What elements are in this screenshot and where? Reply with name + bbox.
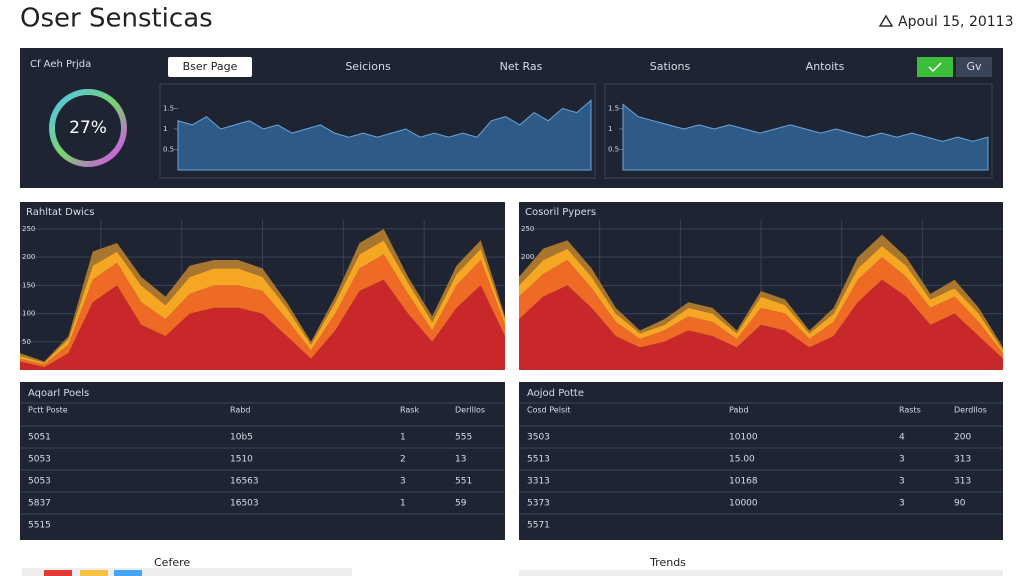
stacked-area [519,245,1003,354]
y-tick-label: 200 [22,253,35,261]
table-panel [519,382,1003,540]
table-cell: 3313 [527,477,550,487]
date-icon [878,14,894,27]
table-cell: 90 [954,499,966,509]
donut-label: 27% [69,118,107,138]
table-title: Aqoarl Poels [28,388,89,399]
stacked-area [20,279,505,370]
table-header: Derdllos [954,406,987,415]
table-cell: 5051 [28,433,51,443]
mini-area [177,99,592,171]
table-cell: 2 [400,455,406,465]
tab: Seicions [345,60,391,73]
button[interactable] [956,57,992,77]
tab: Sations [650,60,691,73]
mini-chart-frame [604,83,993,179]
footer-icon [80,570,108,576]
table-cell: 10100 [729,433,758,443]
table-cell: 10168 [729,477,758,487]
table-cell: 3 [899,455,905,465]
table-cell: 10000 [729,499,758,509]
check-button[interactable] [917,57,953,77]
table-title: Aojod Potte [527,388,584,399]
footer-label: Cefere [154,556,190,569]
footer-icon [114,570,142,576]
table-header: Cosd Pelsit [527,406,570,415]
y-tick-label: 150 [22,281,35,289]
mini-area [622,103,989,171]
mini-chart-frame [159,83,596,179]
footer-bar [519,570,1003,576]
y-tick-label: 0.5 [163,146,174,154]
table-cell: 5513 [527,455,550,465]
y-tick-label: 1 [608,125,612,133]
y-tick-label: 200 [521,253,534,261]
table-header: Rask [400,406,419,415]
date: Apoul 15, 20113 [898,14,1014,30]
y-tick-label: 1 [163,125,167,133]
table-cell: 4 [899,433,905,443]
table-cell: 10b5 [230,433,253,443]
footer-icon [44,570,72,576]
y-tick-label: 1.5 [608,105,619,113]
chart-title: Cosoril Pypers [525,207,596,218]
table-cell: 1 [400,433,406,443]
tab-active[interactable] [168,57,252,77]
y-tick-label: 0.5 [608,146,619,154]
table-cell: 1 [400,499,406,509]
tab: Net Ras [500,60,543,73]
table-cell: 200 [954,433,971,443]
panel-label: Cf Aeh Prjda [30,59,91,70]
stacked-area [519,234,1003,351]
y-tick-label: 50 [22,338,31,346]
table-cell: 1510 [230,455,253,465]
table-header: Rabd [230,406,250,415]
page-title: Oser Sensticas [20,4,213,34]
check-icon [928,62,942,73]
table-header: Derlllos [455,406,485,415]
donut [49,89,127,167]
table-cell: 551 [455,477,472,487]
table-cell: 5515 [28,521,51,531]
table-cell: 3 [899,477,905,487]
table-cell: 3503 [527,433,550,443]
y-tick-label: 1.5 [163,105,174,113]
footer-bar [22,568,352,576]
table-cell: 5053 [28,455,51,465]
table-cell: 313 [954,455,971,465]
stacked-area [519,257,1003,359]
button-label: Gv [966,60,982,73]
table-cell: 16563 [230,477,259,487]
table-cell: 15.00 [729,455,755,465]
table-cell: 3 [899,499,905,509]
table-cell: 5053 [28,477,51,487]
y-tick-label: 250 [22,225,35,233]
footer-label: Trends [649,556,686,569]
table-panel [20,382,505,540]
table-cell: 5571 [527,521,550,531]
table-cell: 3 [400,477,406,487]
y-tick-label: 100 [22,310,35,318]
tab: Antoits [806,60,845,73]
table-cell: 555 [455,433,472,443]
table-cell: 13 [455,455,466,465]
table-header: Rasts [899,406,921,415]
chart-title: Rahltat Dwics [26,207,95,218]
y-tick-label: 250 [521,225,534,233]
table-cell: 5837 [28,499,51,509]
table-cell: 5373 [527,499,550,509]
table-header: Pctt Poste [28,406,68,415]
table-header: Pabd [729,406,749,415]
table-cell: 16503 [230,499,259,509]
table-cell: 313 [954,477,971,487]
stacked-area [20,254,505,368]
tab: Bser Page [183,60,238,73]
table-cell: 59 [455,499,467,509]
